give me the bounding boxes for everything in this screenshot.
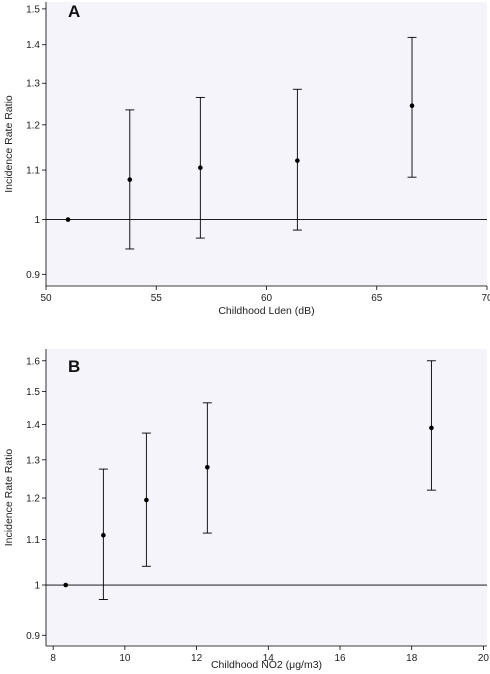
data-point — [295, 158, 300, 163]
chart-marks — [46, 360, 487, 600]
data-point — [63, 582, 69, 588]
y-tick-label: 1.3 — [26, 79, 40, 90]
y-tick-label: 1.5 — [26, 387, 40, 398]
y-tick-label: 1.4 — [26, 420, 40, 431]
plot-area — [46, 349, 487, 646]
x-axis-label: Childhood NO2 (μg/m3) — [211, 659, 322, 671]
x-tick-label: 14 — [263, 653, 275, 664]
chart-marks — [46, 36, 487, 250]
y-axis-label: Incidence Rate Ratio — [3, 449, 15, 547]
y-tick-label: 1.2 — [26, 494, 40, 505]
panel-a: 50 55 60 65 70 0.9 1 1.1 1.2 1.3 1.4 1.5 A Childhoo… — [3, 2, 490, 317]
y-tick-label: 1.5 — [26, 4, 40, 15]
y-tick-label: 1 — [34, 215, 40, 226]
y-tick-label: 0.9 — [26, 270, 40, 281]
y-tick-label: 1.6 — [26, 356, 40, 367]
data-point — [65, 217, 71, 222]
data-point — [409, 103, 415, 109]
x-tick-label: 16 — [334, 653, 346, 664]
y-tick-label: 1.2 — [26, 120, 40, 131]
x-tick-label: 60 — [261, 293, 273, 304]
x-tick-label: 8 — [50, 653, 56, 664]
x-tick-label: 10 — [119, 653, 131, 664]
error-bar — [426, 360, 436, 491]
x-tick-label: 20 — [478, 653, 490, 664]
data-point — [127, 177, 133, 182]
axes: 50 55 60 65 70 0.9 1 1.1 1.2 1.3 1.4 1.5 — [26, 2, 490, 304]
y-axis-label: Incidence Rate Ratio — [3, 95, 15, 193]
data-point — [101, 532, 106, 538]
panel-label: B — [68, 357, 80, 376]
x-tick-label: 50 — [40, 293, 52, 304]
panel-label: A — [68, 2, 80, 21]
x-tick-label: 18 — [406, 653, 418, 664]
data-point — [198, 165, 203, 170]
x-axis-label: Childhood Lden (dB) — [218, 305, 314, 317]
x-tick-label: 12 — [191, 653, 203, 664]
y-tick-label: 0.9 — [26, 631, 40, 642]
axes: 8 10 12 14 16 18 20 0.9 1 1.1 1.2 1.3 1.4 1.5 1.6 — [26, 349, 489, 664]
y-tick-label: 1.1 — [26, 535, 40, 546]
data-point — [429, 425, 434, 431]
data-point — [144, 497, 149, 503]
plot-area — [46, 2, 487, 286]
y-tick-label: 1.1 — [26, 166, 40, 177]
data-point — [205, 464, 210, 470]
x-tick-label: 70 — [481, 293, 490, 304]
y-tick-label: 1 — [34, 581, 40, 592]
y-tick-label: 1.4 — [26, 40, 40, 51]
x-tick-label: 65 — [371, 293, 383, 304]
panel-b: 8 10 12 14 16 18 20 0.9 1 1.1 1.2 1.3 1.4 1.5 1.6 B Ch… — [3, 349, 489, 671]
y-tick-label: 1.3 — [26, 455, 40, 466]
x-tick-label: 55 — [151, 293, 163, 304]
